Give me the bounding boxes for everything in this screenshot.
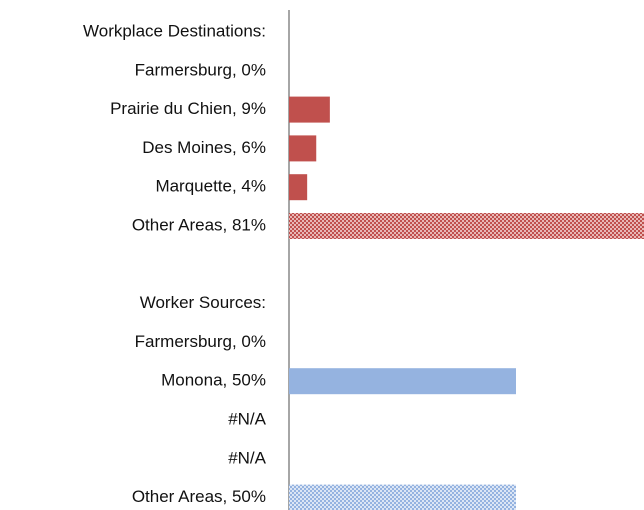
category-label: Monona, 50% — [161, 371, 266, 390]
category-label: Farmersburg, 0% — [135, 60, 266, 79]
category-label: Worker Sources: — [140, 293, 266, 312]
bar — [289, 96, 330, 123]
bar — [289, 213, 644, 239]
category-label: Other Areas, 50% — [132, 487, 266, 506]
category-label: Workplace Destinations: — [83, 21, 266, 40]
bar — [289, 368, 516, 395]
category-label: Des Moines, 6% — [142, 138, 266, 157]
category-label: #N/A — [228, 448, 266, 467]
category-label: Other Areas, 81% — [132, 215, 266, 234]
category-label: Marquette, 4% — [155, 177, 266, 196]
category-label: Prairie du Chien, 9% — [110, 99, 266, 118]
bar — [289, 135, 317, 162]
bar — [289, 174, 308, 201]
category-label: #N/A — [228, 409, 266, 428]
category-label: Farmersburg, 0% — [135, 332, 266, 351]
bar — [289, 484, 516, 510]
